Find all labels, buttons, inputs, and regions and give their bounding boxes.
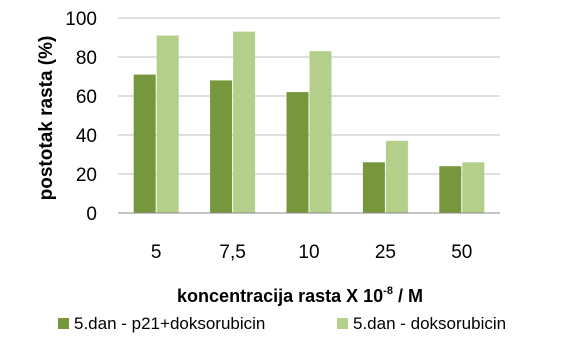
bar-p21-doksorubicin	[439, 166, 462, 213]
bar-doksorubicin	[462, 162, 485, 213]
x-tick-label: 50	[451, 242, 472, 263]
y-tick-label: 20	[76, 165, 97, 186]
legend: 5.dan - p21+doksorubicin 5.dan - doksoru…	[58, 314, 506, 333]
gridlines	[118, 17, 500, 175]
x-axis-label-main: koncentracija rasta X 10	[177, 286, 383, 306]
legend-label-p21-doksorubicin: 5.dan - p21+doksorubicin	[74, 314, 265, 333]
y-tick-labels: 0 20 40 60 80 100	[65, 9, 97, 225]
bar-p21-doksorubicin	[362, 162, 385, 213]
bar-doksorubicin	[309, 51, 332, 214]
bars	[133, 31, 485, 214]
legend-label-doksorubicin: 5.dan - doksorubicin	[353, 314, 506, 333]
bar-doksorubicin	[385, 140, 408, 213]
bar-p21-doksorubicin	[133, 74, 156, 213]
x-tick-label: 5	[151, 242, 162, 263]
x-axis-label-exponent: -8	[383, 285, 393, 297]
y-tick-label: 0	[86, 204, 97, 225]
legend-swatch-doksorubicin	[337, 318, 348, 329]
x-tick-label: 10	[298, 242, 319, 263]
bar-doksorubicin	[156, 35, 179, 213]
x-axis-label-unit: / M	[393, 286, 423, 306]
x-tick-label: 25	[375, 242, 396, 263]
y-tick-label: 40	[76, 126, 97, 147]
y-tick-label: 80	[76, 48, 97, 69]
y-tick-label: 100	[65, 9, 97, 30]
x-tick-label: 7,5	[219, 242, 245, 263]
legend-swatch-p21-doksorubicin	[58, 318, 69, 329]
y-tick-label: 60	[76, 87, 97, 108]
bar-p21-doksorubicin	[286, 92, 309, 213]
x-axis-label: koncentracija rasta X 10-8 / M	[177, 285, 423, 306]
x-tick-labels: 5 7,5 10 25 50	[151, 242, 472, 263]
bar-p21-doksorubicin	[210, 80, 233, 214]
bar-doksorubicin	[233, 31, 256, 214]
y-axis-label: postotak rasta (%)	[36, 36, 57, 201]
